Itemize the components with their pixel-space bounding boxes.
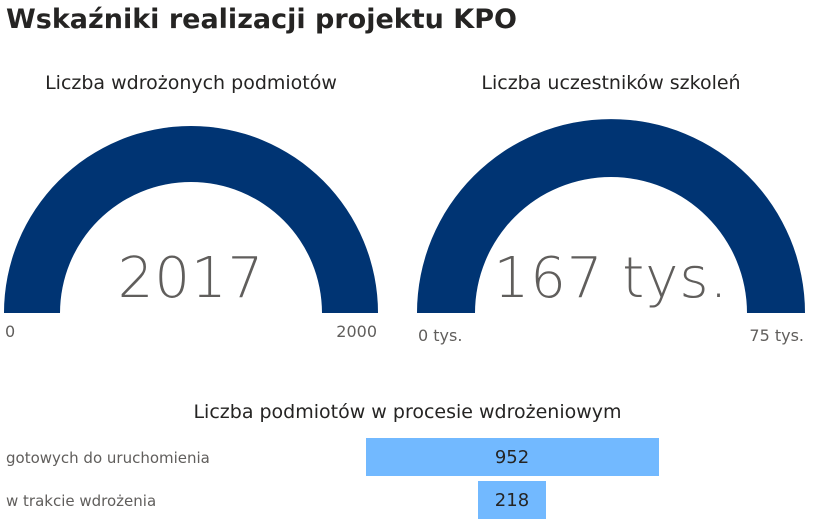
gauge-deployed-entities [4,126,378,313]
gauge-training-participants [417,119,805,313]
gauge-min-label: 0 [5,322,16,341]
funnel-bar: 218 [478,481,546,519]
gauge-max-label: 2000 [336,322,377,341]
funnel-bar: 952 [365,438,659,476]
funnel-title: Liczba podmiotów w procesie wdrożeniowym [193,401,622,423]
funnel-category-label: gotowych do uruchomienia [6,449,210,467]
funnel-category-label: w trakcie wdrożenia [6,492,157,510]
funnel-bar-value: 218 [494,489,530,511]
gauge-value-arc [4,126,378,313]
gauge-value-arc [417,119,805,313]
page-title: Wskaźniki realizacji projektu KPO [6,4,517,35]
gauge-value-training-participants: 167 tys. [493,246,729,311]
gauge-max-label: 75 tys. [749,326,804,345]
gauge-title-training-participants: Liczba uczestników szkoleń [481,72,741,94]
gauge-min-label: 0 tys. [418,326,463,345]
funnel-bar-value: 952 [494,446,530,468]
gauge-title-deployed-entities: Liczba wdrożonych podmiotów [45,72,337,94]
gauge-value-deployed-entities: 2017 [117,246,265,311]
